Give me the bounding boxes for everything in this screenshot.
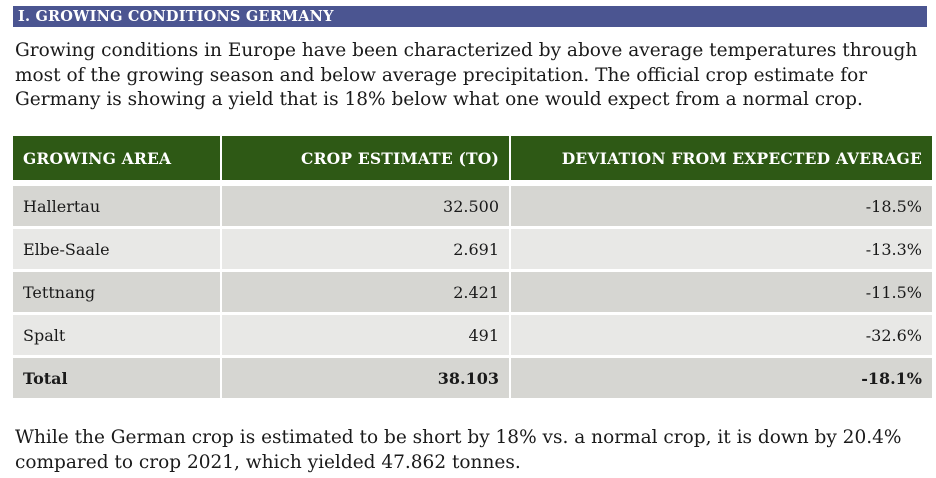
cell-estimate: 2.691 (222, 229, 511, 272)
header-growing-area: GROWING AREA (13, 136, 222, 186)
table-header-row: GROWING AREA CROP ESTIMATE (TO) DEVIATIO… (13, 136, 932, 186)
cell-deviation: -32.6% (511, 315, 932, 358)
table-row: Spalt 491 -32.6% (13, 315, 932, 358)
cell-deviation: -13.3% (511, 229, 932, 272)
cell-area: Hallertau (13, 186, 222, 229)
table-row: Elbe-Saale 2.691 -13.3% (13, 229, 932, 272)
header-crop-estimate: CROP ESTIMATE (TO) (222, 136, 511, 186)
cell-estimate: 32.500 (222, 186, 511, 229)
cell-total-deviation: -18.1% (511, 358, 932, 401)
cell-deviation: -18.5% (511, 186, 932, 229)
table-row: Hallertau 32.500 -18.5% (13, 186, 932, 229)
cell-total-estimate: 38.103 (222, 358, 511, 401)
cell-estimate: 491 (222, 315, 511, 358)
crop-estimate-table: GROWING AREA CROP ESTIMATE (TO) DEVIATIO… (13, 136, 932, 401)
cell-deviation: -11.5% (511, 272, 932, 315)
section-header: I. GROWING CONDITIONS GERMANY (13, 6, 927, 27)
cell-total-label: Total (13, 358, 222, 401)
cell-estimate: 2.421 (222, 272, 511, 315)
section-title: I. GROWING CONDITIONS GERMANY (18, 8, 334, 25)
outro-paragraph: While the German crop is estimated to be… (15, 427, 902, 473)
header-deviation: DEVIATION FROM EXPECTED AVERAGE (511, 136, 932, 186)
cell-area: Tettnang (13, 272, 222, 315)
cell-area: Elbe-Saale (13, 229, 222, 272)
table-row: Tettnang 2.421 -11.5% (13, 272, 932, 315)
cell-area: Spalt (13, 315, 222, 358)
table-total-row: Total 38.103 -18.1% (13, 358, 932, 401)
intro-paragraph: Growing conditions in Europe have been c… (15, 40, 918, 110)
